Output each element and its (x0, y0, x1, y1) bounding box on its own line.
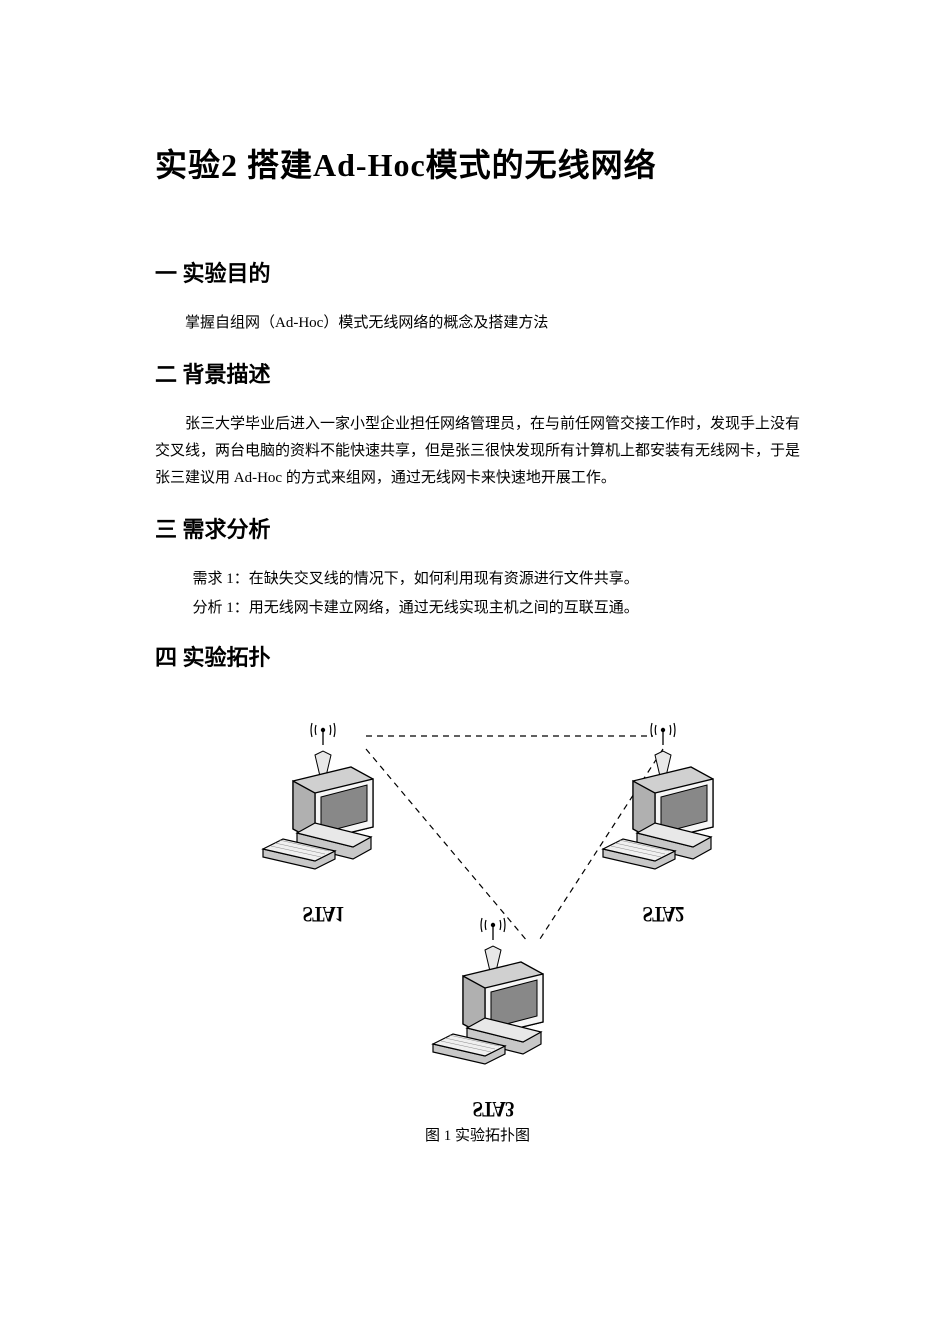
topology-diagram: STA1 (198, 694, 758, 1114)
section1-content: 掌握自组网（Ad-Hoc）模式无线网络的概念及搭建方法 (155, 310, 800, 337)
node-label-sta1: STA1 (302, 901, 343, 927)
network-node-sta2: STA2 (593, 739, 733, 899)
antenna-icon (648, 715, 678, 745)
section2-content: 张三大学毕业后进入一家小型企业担任网络管理员，在与前任网管交接工作时，发现手上没… (155, 411, 800, 492)
section1-heading: 一 实验目的 (155, 256, 800, 288)
network-node-sta1: STA1 (253, 739, 393, 899)
figure-caption: 图 1 实验拓扑图 (155, 1124, 800, 1145)
antenna-icon (308, 715, 338, 745)
computer-icon (593, 739, 733, 899)
antenna-icon (478, 910, 508, 940)
computer-icon (423, 934, 563, 1094)
node-label-sta2: STA2 (642, 901, 683, 927)
section4-heading: 四 实验拓扑 (155, 640, 800, 672)
section3-ana1: 分析 1：用无线网卡建立网络，通过无线实现主机之间的互联互通。 (193, 595, 801, 622)
page-title: 实验2 搭建Ad-Hoc模式的无线网络 (155, 140, 800, 186)
section3-heading: 三 需求分析 (155, 512, 800, 544)
computer-icon (253, 739, 393, 899)
network-node-sta3: STA3 (423, 934, 563, 1094)
section3-req1: 需求 1：在缺失交叉线的情况下，如何利用现有资源进行文件共享。 (193, 566, 801, 593)
node-label-sta3: STA3 (472, 1096, 513, 1122)
section2-heading: 二 背景描述 (155, 357, 800, 389)
